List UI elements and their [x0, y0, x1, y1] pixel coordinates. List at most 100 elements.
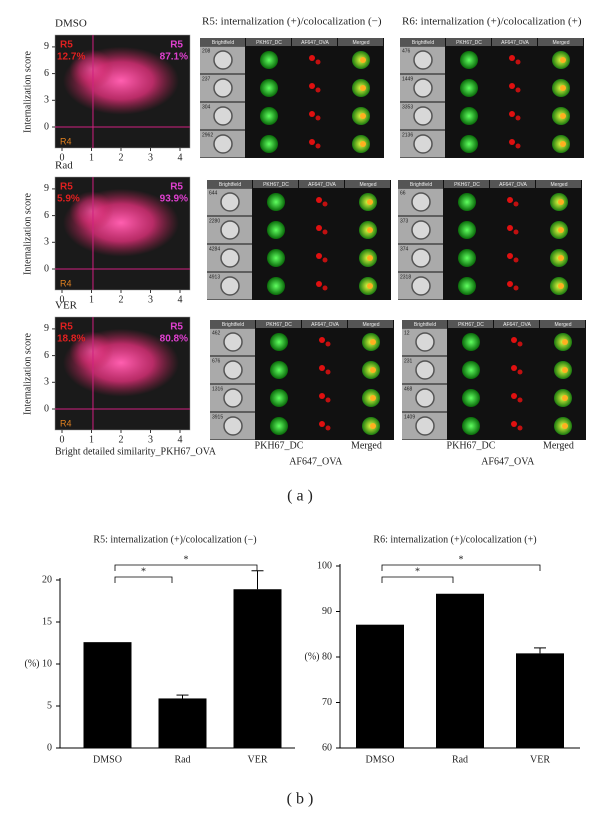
column-header [536, 180, 581, 188]
brightfield-cell [411, 276, 431, 296]
y-tick-label: 0 [44, 121, 49, 132]
red-spot [315, 59, 321, 65]
column-header-label: PKH67_DC [456, 40, 482, 46]
column-header-label: Brightfield [222, 322, 244, 328]
gate-label: R5 [170, 40, 183, 51]
chart-title: R5: internalization (+)/colocalization (… [93, 534, 256, 545]
caption: PKH67_DC [447, 440, 496, 451]
y-tick-label: 10 [42, 658, 52, 669]
image-id: 2962 [202, 132, 213, 138]
x-axis-label: Bright detailed similarity_PKH67_OVA [55, 446, 217, 457]
chart-title: R6: internalization (+)/colocalization (… [373, 534, 536, 545]
image-id: 644 [209, 190, 218, 196]
bar [436, 593, 484, 748]
column-header [200, 38, 245, 46]
brightfield-cell [223, 416, 243, 436]
column-header-label: Merged [363, 322, 380, 328]
column-header [253, 180, 298, 188]
column-header-label: Merged [353, 40, 370, 46]
merged-spot [360, 57, 366, 63]
x-tick-label: 3 [148, 152, 153, 163]
event-cloud [69, 49, 114, 90]
green-cell [462, 361, 480, 379]
merged-spot [558, 227, 564, 233]
brightfield-cell [413, 106, 433, 126]
caption: AF647_OVA [289, 456, 343, 467]
image-id: 4913 [209, 274, 220, 280]
plot-name: VER [55, 300, 78, 312]
brightfield-cell [213, 106, 233, 126]
red-spot [319, 421, 325, 427]
green-cell [267, 193, 285, 211]
column-header-label: AF647_OVA [308, 182, 336, 188]
brightfield-cell [213, 134, 233, 154]
green-cell [267, 277, 285, 295]
red-spot [325, 341, 331, 347]
y-tick-label: 0 [47, 742, 52, 753]
merged-spot [562, 367, 568, 373]
significance-bracket [114, 564, 258, 571]
x-tick-label: DMSO [93, 754, 122, 765]
brightfield-cell [220, 220, 240, 240]
merged-spot [360, 141, 366, 147]
red-spot [319, 337, 325, 343]
column-header-label: Merged [553, 40, 570, 46]
image-id: 66 [400, 190, 406, 196]
x-tick-label: 1 [89, 152, 94, 163]
brightfield-cell [411, 248, 431, 268]
image-id: 1316 [212, 386, 223, 392]
column-header-label: PKH67_DC [256, 40, 282, 46]
bar [158, 698, 207, 748]
merged-spot [367, 199, 373, 205]
y-axis-label: Internalization score [22, 332, 33, 414]
x-tick-label: VER [248, 754, 268, 765]
image-id: 476 [402, 48, 411, 54]
red-spot [309, 111, 315, 117]
gate-percent: 18.8% [57, 334, 85, 345]
green-cell [270, 417, 288, 435]
y-tick-label: 80 [322, 651, 332, 662]
red-spot [507, 281, 513, 287]
merged-spot [360, 113, 366, 119]
bar [83, 642, 132, 748]
column-header [345, 180, 390, 188]
green-cell [460, 107, 478, 125]
brightfield-cell [415, 360, 435, 380]
image-id: 2280 [209, 218, 220, 224]
red-spot [515, 87, 521, 93]
green-cell [270, 361, 288, 379]
red-spot [319, 365, 325, 371]
x-tick-label: 1 [89, 434, 94, 445]
column-header [246, 38, 291, 46]
red-spot [316, 253, 322, 259]
red-spot [315, 115, 321, 121]
y-tick-label: 100 [317, 560, 332, 571]
x-tick-label: 2 [119, 294, 124, 305]
image-id: 1409 [404, 414, 415, 420]
column-header-label: Brightfield [410, 182, 432, 188]
gate-percent: 80.8% [160, 334, 188, 345]
significance-label: * [184, 554, 189, 565]
merged-spot [562, 423, 568, 429]
merged-spot [558, 283, 564, 289]
column-header [538, 38, 583, 46]
column-header-label: PKH67_DC [263, 182, 289, 188]
green-cell [458, 249, 476, 267]
gate-label: R5 [60, 182, 73, 193]
column-header [444, 180, 489, 188]
significance-label: * [141, 566, 146, 577]
x-tick-label: 4 [178, 434, 183, 445]
merged-spot [370, 339, 376, 345]
merged-spot [560, 113, 566, 119]
column-header [400, 38, 445, 46]
red-spot [509, 83, 515, 89]
column-header-label: Brightfield [219, 182, 241, 188]
gate-percent: 5.9% [57, 194, 80, 205]
image-id: 468 [404, 386, 413, 392]
column-header [256, 320, 301, 328]
x-tick-label: 2 [119, 434, 124, 445]
red-spot [517, 369, 523, 375]
image-id: 304 [202, 104, 211, 110]
significance-label: * [415, 566, 420, 577]
